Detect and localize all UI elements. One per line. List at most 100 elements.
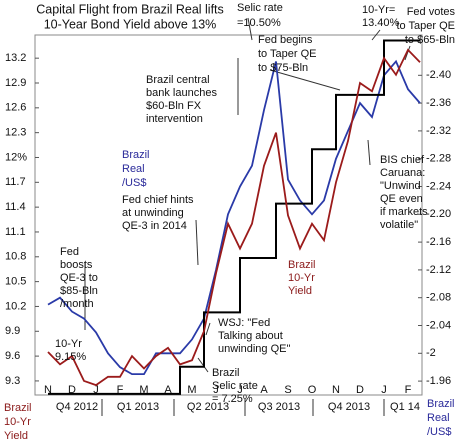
annotation-text: 10-Yr <box>288 272 315 284</box>
annotation-text: 10-Year Bond Yield above 13% <box>44 17 217 31</box>
annotation-text: Caruana: <box>380 167 425 179</box>
y2-tick-label: -2.16 <box>426 236 451 248</box>
x-tick-label: N <box>332 384 340 396</box>
x-tick-label: J <box>213 384 219 396</box>
annotation-text: /US$ <box>427 426 451 438</box>
annotation-text: Fed votes <box>407 6 456 18</box>
y-tick-label: 13.2 <box>5 52 26 64</box>
annotation-text: to $75-Bln <box>258 62 308 74</box>
annotation-text: Selic rate <box>212 380 258 392</box>
x-tick-label: A <box>164 384 172 396</box>
x-tick-label: D <box>356 384 364 396</box>
annotation-text: Brazil <box>4 402 32 414</box>
annotation-text: = 7.25% <box>212 393 253 405</box>
annotation-text: if markets <box>380 206 428 218</box>
annotation-text: BIS chief <box>380 154 425 166</box>
annotation-text: to Taper QE <box>397 20 456 32</box>
y-tick-label: 9.9 <box>5 325 20 337</box>
annotation-text: Yield <box>288 285 312 297</box>
annotation-text: boosts <box>60 259 93 271</box>
annotation-text: at unwinding <box>122 207 184 219</box>
annotation-text: /US$ <box>122 177 146 189</box>
quarter-label: Q4 2012 <box>56 401 98 413</box>
annotation-text: /month <box>60 298 94 310</box>
pointer <box>205 322 211 336</box>
y2-tick-label: -2.20 <box>426 208 451 220</box>
annotation-text: "Unwind <box>380 180 421 192</box>
quarter-label: Q2 2013 <box>187 401 229 413</box>
x-tick-label: N <box>44 384 52 396</box>
x-tick-label: F <box>117 384 124 396</box>
annotation-text: Fed chief hints <box>122 194 194 206</box>
y-tick-label: 12.3 <box>5 127 26 139</box>
x-tick-label: S <box>284 384 291 396</box>
annotation-text: Fed <box>60 246 79 258</box>
quarter-label: Q1 14 <box>390 401 420 413</box>
x-tick-label: A <box>260 384 268 396</box>
pointer <box>195 219 199 266</box>
annotation-text: intervention <box>146 113 203 125</box>
x-tick-label: M <box>187 384 196 396</box>
x-tick-label: O <box>308 384 317 396</box>
y2-tick-label: -2.40 <box>426 69 451 81</box>
y2-tick-label: -2.28 <box>426 153 451 165</box>
series-line <box>48 39 420 395</box>
y2-tick-label: -2.24 <box>426 180 451 192</box>
annotation-text: $85-Bln <box>60 285 98 297</box>
y2-tick-label: -2.32 <box>426 125 451 137</box>
y-tick-label: 9.6 <box>5 350 20 362</box>
y2-tick-label: -2.36 <box>426 97 451 109</box>
y2-tick-label: -1.96 <box>426 375 451 387</box>
pointer <box>404 45 411 61</box>
y-tick-label: 10.2 <box>5 300 26 312</box>
pointer <box>371 29 381 41</box>
y-tick-label: 12.6 <box>5 102 26 114</box>
annotation-text: Yield <box>4 430 28 442</box>
x-tick-label: J <box>237 384 243 396</box>
x-tick-label: J <box>93 384 99 396</box>
y2-tick-label: -2 <box>426 347 436 359</box>
annotation-text: Capital Flight from Brazil Real lifts <box>36 2 224 16</box>
annotation-text: Talking about <box>218 330 283 342</box>
annotation-text: QE even <box>380 193 423 205</box>
x-tick-label: J <box>381 384 387 396</box>
annotation-text: QE-3 in 2014 <box>122 220 187 232</box>
annotation-text: 10-Yr= <box>362 4 395 16</box>
x-tick-label: F <box>405 384 412 396</box>
y-tick-label: 12% <box>5 151 27 163</box>
annotation-text: WSJ: "Fed <box>218 317 270 329</box>
annotation-text: Real <box>427 412 450 424</box>
annotation-text: 9.15% <box>55 351 86 363</box>
annotation-text: Brazil <box>122 149 150 161</box>
annotation-text: $60-Bln FX <box>146 100 202 112</box>
annotation-text: 10-Yr <box>4 416 31 428</box>
annotation-text: volatile" <box>380 219 418 231</box>
annotation-text: Selic rate <box>237 2 283 14</box>
y2-tick-label: -2.08 <box>426 292 451 304</box>
y-tick-label: 12.9 <box>5 77 26 89</box>
annotation-text: =10.50% <box>237 17 281 29</box>
annotation-text: 13.40% <box>362 17 400 29</box>
annotation-text: 10-Yr <box>55 338 82 350</box>
annotation-text: Real <box>122 163 145 175</box>
x-tick-label: M <box>139 384 148 396</box>
annotation-text: QE-3 to <box>60 272 98 284</box>
y-tick-label: 10.8 <box>5 251 26 263</box>
y-tick-label: 11.1 <box>5 226 26 238</box>
y-tick-label: 11.4 <box>5 201 26 213</box>
series-line <box>47 59 421 376</box>
pointer <box>269 69 341 91</box>
quarter-label: Q3 2013 <box>258 401 300 413</box>
pointer <box>247 17 253 41</box>
annotation-text: unwinding QE" <box>218 343 290 355</box>
annotation-text: Fed begins <box>258 34 313 46</box>
y2-tick-label: -2.12 <box>426 264 451 276</box>
annotation-text: Brazil <box>212 367 240 379</box>
annotation-text: Brazil central <box>146 74 210 86</box>
annotation-text: bank launches <box>146 87 217 99</box>
quarter-label: Q1 2013 <box>117 401 159 413</box>
annotation-text: Brazil <box>288 259 316 271</box>
y-tick-label: 9.3 <box>5 375 20 387</box>
x-tick-label: D <box>68 384 76 396</box>
